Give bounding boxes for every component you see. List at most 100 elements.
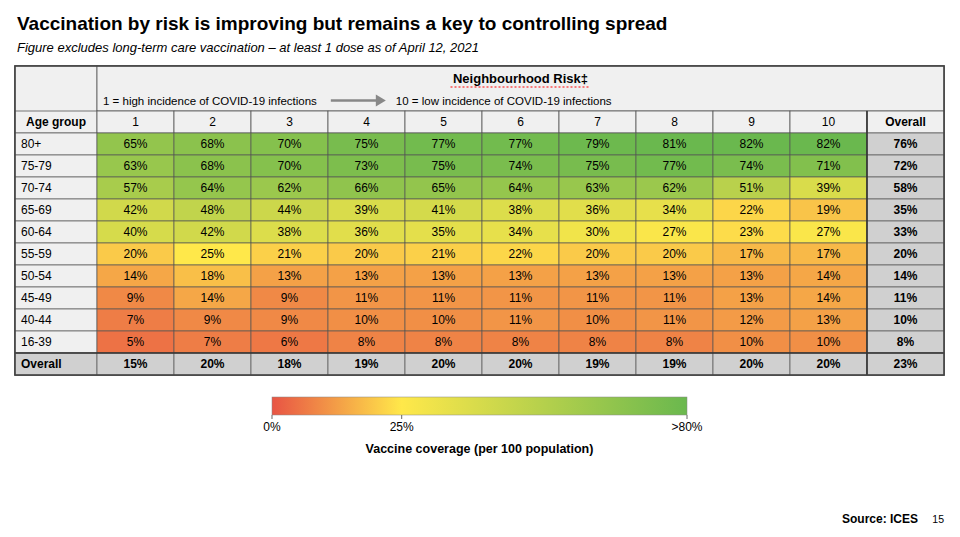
heatmap-cell bbox=[97, 199, 174, 221]
heatmap-cell bbox=[867, 221, 944, 243]
heatmap-cell bbox=[790, 309, 867, 331]
heatmap-cell bbox=[251, 309, 328, 331]
heatmap-cell bbox=[713, 353, 790, 375]
row-label-cell bbox=[15, 331, 97, 353]
data-label: 19% bbox=[816, 203, 840, 217]
heatmap-cell bbox=[174, 155, 251, 177]
heatmap-cell bbox=[790, 133, 867, 155]
data-label: 10% bbox=[739, 335, 763, 349]
heatmap-cell bbox=[174, 331, 251, 353]
row-label: 45-49 bbox=[21, 291, 52, 305]
column-label: 6 bbox=[517, 115, 524, 129]
header-cell bbox=[713, 111, 790, 133]
data-label: 20% bbox=[662, 247, 686, 261]
heatmap-cell bbox=[482, 309, 559, 331]
annotation: 10 = low incidence of COVID-19 infection… bbox=[396, 95, 612, 107]
data-label: 62% bbox=[662, 181, 686, 195]
data-label: 9% bbox=[204, 313, 222, 327]
heatmap-cell bbox=[867, 199, 944, 221]
data-label: 15% bbox=[123, 357, 147, 371]
data-label: 20% bbox=[585, 247, 609, 261]
page-number: 15 bbox=[932, 513, 944, 525]
heatmap-cell bbox=[251, 243, 328, 265]
data-label: 27% bbox=[662, 225, 686, 239]
column-label: 2 bbox=[209, 115, 216, 129]
row-label: 40-44 bbox=[21, 313, 52, 327]
data-label: 66% bbox=[354, 181, 378, 195]
data-label: 14% bbox=[816, 269, 840, 283]
heatmap-cell bbox=[97, 265, 174, 287]
heatmap-cell bbox=[636, 265, 713, 287]
data-label: 51% bbox=[739, 181, 763, 195]
heatmap-cell bbox=[174, 265, 251, 287]
heatmap-cell bbox=[790, 353, 867, 375]
heatmap-cell bbox=[636, 309, 713, 331]
heatmap-cell bbox=[405, 221, 482, 243]
data-label: 74% bbox=[739, 159, 763, 173]
data-label: 23% bbox=[739, 225, 763, 239]
data-label: 63% bbox=[585, 181, 609, 195]
data-label: 13% bbox=[739, 291, 763, 305]
row-label: 16-39 bbox=[21, 335, 52, 349]
colorbar-tick-label: 0% bbox=[263, 420, 281, 434]
header-cell bbox=[174, 111, 251, 133]
heatmap-cell bbox=[482, 221, 559, 243]
heatmap-cell bbox=[867, 309, 944, 331]
heatmap-cell bbox=[636, 199, 713, 221]
data-label: 8% bbox=[358, 335, 376, 349]
heatmap-cell bbox=[174, 199, 251, 221]
data-label: 11% bbox=[509, 291, 532, 305]
heatmap-cell bbox=[559, 309, 636, 331]
heatmap-cell bbox=[559, 243, 636, 265]
row-label-cell bbox=[15, 155, 97, 177]
heatmap-cell bbox=[251, 155, 328, 177]
heatmap-cell bbox=[328, 287, 405, 309]
heatmap-cell bbox=[636, 243, 713, 265]
data-label: 19% bbox=[354, 357, 378, 371]
header-underline bbox=[451, 86, 591, 87]
header-cell bbox=[97, 66, 944, 111]
heatmap-cell bbox=[482, 331, 559, 353]
heatmap-cell bbox=[713, 177, 790, 199]
heatmap-cell bbox=[713, 243, 790, 265]
source: Source: ICES bbox=[842, 512, 918, 526]
data-label: 33% bbox=[893, 225, 917, 239]
annotation: 1 = high incidence of COVID-19 infection… bbox=[103, 95, 317, 107]
data-label: 13% bbox=[816, 313, 840, 327]
column-label: Overall bbox=[885, 115, 926, 129]
heatmap-cell bbox=[713, 309, 790, 331]
data-label: 35% bbox=[431, 225, 455, 239]
heatmap-cell bbox=[251, 221, 328, 243]
row-label: 60-64 bbox=[21, 225, 52, 239]
heatmap-cell bbox=[97, 155, 174, 177]
heatmap-cell bbox=[251, 353, 328, 375]
data-label: 8% bbox=[897, 335, 915, 349]
heatmap-cell bbox=[636, 133, 713, 155]
x-label: Neighbourhood Risk‡ bbox=[453, 71, 588, 86]
data-label: 11% bbox=[509, 313, 532, 327]
data-label: 11% bbox=[586, 291, 609, 305]
data-label: 68% bbox=[200, 137, 224, 151]
data-label: 6% bbox=[281, 335, 299, 349]
data-label: 76% bbox=[893, 137, 917, 151]
data-label: 18% bbox=[200, 269, 224, 283]
y-label: Age group bbox=[26, 115, 86, 129]
heatmap-cell bbox=[790, 265, 867, 287]
heatmap-cell bbox=[405, 199, 482, 221]
heatmap-cell bbox=[867, 177, 944, 199]
heatmap-cell bbox=[97, 287, 174, 309]
heatmap-cell bbox=[559, 331, 636, 353]
data-label: 13% bbox=[585, 269, 609, 283]
heatmap-cell bbox=[482, 199, 559, 221]
data-label: 20% bbox=[431, 357, 455, 371]
data-label: 11% bbox=[663, 291, 686, 305]
column-label: 8 bbox=[671, 115, 678, 129]
heatmap-cell bbox=[328, 243, 405, 265]
heatmap-cell bbox=[713, 155, 790, 177]
data-label: 11% bbox=[355, 291, 378, 305]
data-label: 5% bbox=[127, 335, 145, 349]
data-label: 21% bbox=[431, 247, 455, 261]
header-cell bbox=[328, 111, 405, 133]
data-label: 34% bbox=[508, 225, 532, 239]
heatmap-cell bbox=[559, 199, 636, 221]
